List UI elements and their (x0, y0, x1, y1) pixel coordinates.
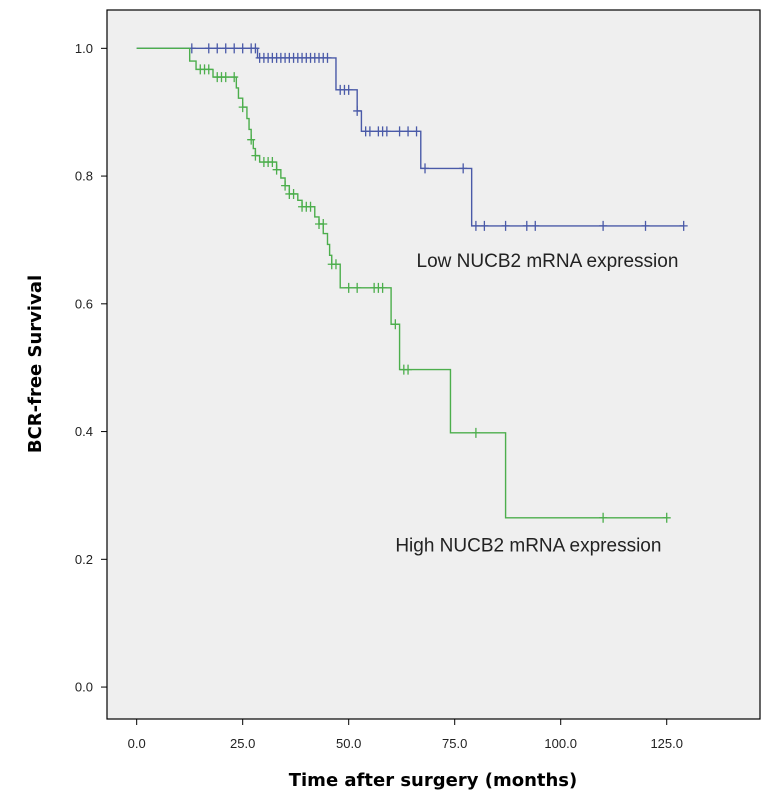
censor-mark (251, 150, 260, 161)
y-tick-label: 0.8 (75, 169, 93, 184)
y-tick-label: 0.6 (75, 296, 93, 311)
x-axis-title: Time after surgery (months) (289, 770, 578, 791)
censor-mark (213, 43, 222, 54)
censor-mark (272, 164, 281, 175)
censor-mark (230, 43, 239, 54)
censor-mark (306, 201, 315, 212)
censor-mark (421, 163, 430, 174)
censor-mark (344, 282, 353, 293)
censor-mark (412, 126, 421, 137)
x-axis: 0.0 25.0 50.0 75.0 100.0 125.0 (128, 719, 683, 751)
x-tick-label: 25.0 (230, 736, 255, 751)
censor-mark (378, 282, 387, 293)
series-low-expression (136, 43, 688, 231)
censor-mark (281, 180, 290, 191)
censor-mark (238, 102, 247, 113)
censor-mark (522, 220, 531, 231)
censor-mark (599, 220, 608, 231)
x-tick-label: 125.0 (650, 736, 683, 751)
censor-mark (221, 43, 230, 54)
y-tick-label: 0.0 (75, 680, 93, 695)
y-axis: 0.0 0.2 0.4 0.6 0.8 1.0 (75, 41, 107, 695)
x-tick-label: 75.0 (442, 736, 467, 751)
censor-mark (221, 72, 230, 83)
censor-mark (404, 126, 413, 137)
y-axis-title: BCR-free Survival (25, 275, 46, 453)
censor-mark (382, 126, 391, 137)
censor-mark (319, 218, 328, 229)
censor-mark (391, 319, 400, 330)
series-layer (136, 43, 688, 523)
censor-mark (230, 72, 239, 83)
y-tick-label: 1.0 (75, 41, 93, 56)
censor-mark (480, 220, 489, 231)
x-tick-label: 100.0 (544, 736, 577, 751)
series-high-expression (136, 47, 671, 523)
censor-mark (251, 43, 260, 54)
censor-mark (289, 188, 298, 199)
censor-mark (268, 157, 277, 168)
censor-mark (471, 220, 480, 231)
censor-mark (641, 220, 650, 231)
censor-mark (679, 220, 688, 231)
censor-mark (662, 512, 671, 523)
x-tick-label: 0.0 (128, 736, 146, 751)
plot-area (106, 9, 761, 720)
censor-mark (204, 64, 213, 75)
censor-mark (204, 43, 213, 54)
censor-mark (459, 163, 468, 174)
censor-mark (353, 282, 362, 293)
censor-mark (344, 84, 353, 95)
censor-mark (471, 427, 480, 438)
series-annotation: Low NUCB2 mRNA expression (417, 251, 679, 272)
y-tick-label: 0.2 (75, 552, 93, 567)
censor-mark (365, 126, 374, 137)
censor-mark (353, 105, 362, 116)
censor-mark (531, 220, 540, 231)
censor-mark (404, 364, 413, 375)
annotation-layer: Low NUCB2 mRNA expression High NUCB2 mRNA… (395, 251, 678, 557)
censor-mark (238, 43, 247, 54)
y-tick-label: 0.4 (75, 424, 93, 439)
censor-mark (395, 126, 404, 137)
censor-mark (323, 52, 332, 63)
series-annotation: High NUCB2 mRNA expression (395, 536, 661, 557)
censor-mark (599, 512, 608, 523)
censor-mark (247, 134, 256, 145)
censor-mark (501, 220, 510, 231)
censor-mark (331, 259, 340, 270)
x-tick-label: 50.0 (336, 736, 361, 751)
